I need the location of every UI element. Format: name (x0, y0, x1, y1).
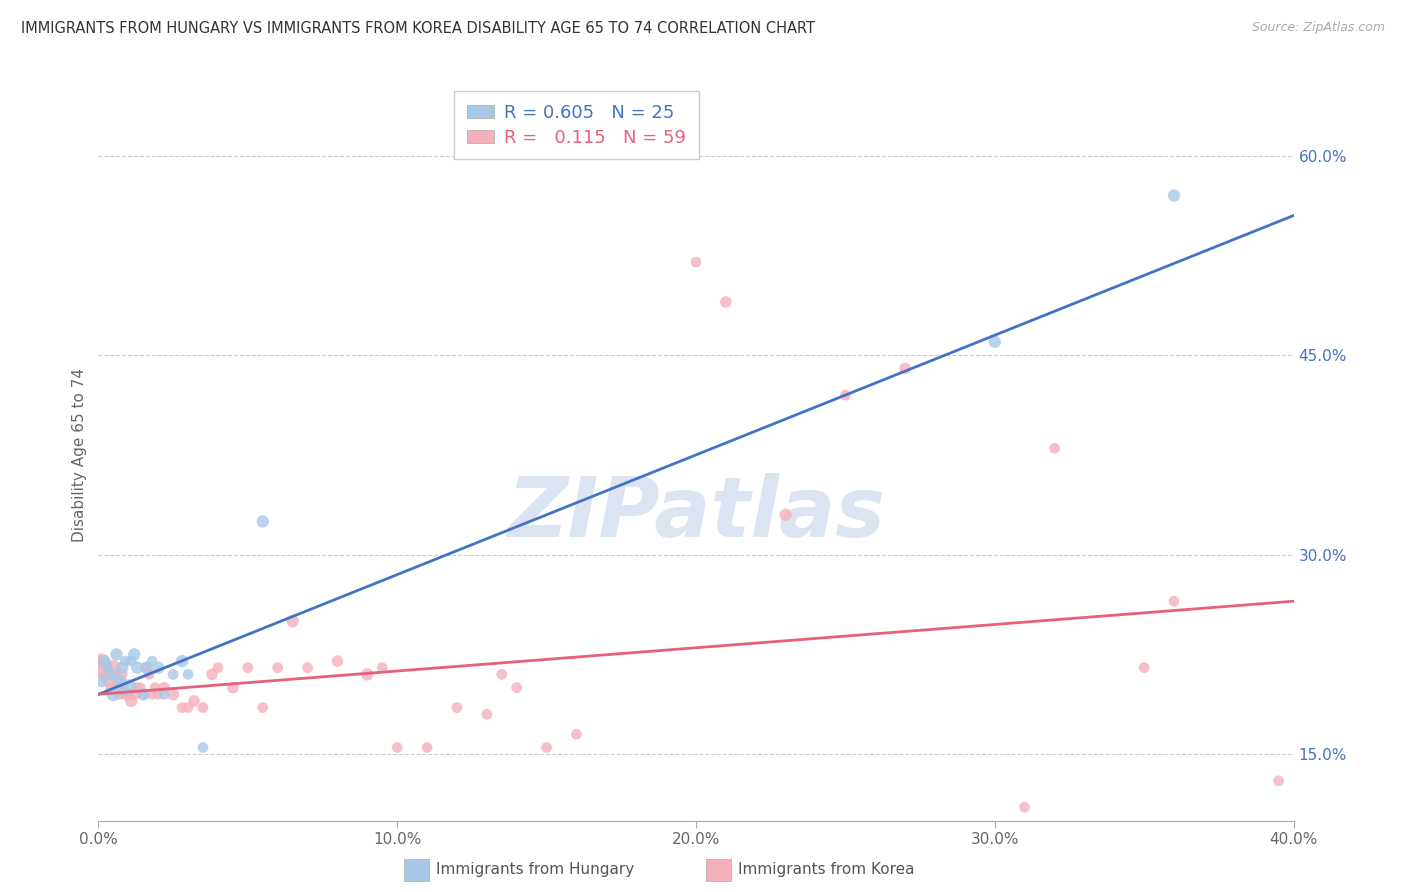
Point (565, 727, 588, 741)
Point (96, 673, 118, 688)
Point (1163, 188, 1185, 202)
Point (162, 687, 184, 701)
Point (120, 694, 142, 708)
Point (108, 673, 131, 688)
Point (93, 654, 115, 668)
Point (252, 515, 274, 529)
Point (148, 661, 170, 675)
Point (252, 700, 274, 714)
Point (162, 667, 184, 681)
Point (1043, 442, 1066, 456)
Point (1163, 594, 1185, 608)
Point (103, 667, 125, 681)
Point (103, 687, 125, 701)
Point (191, 740, 214, 755)
Text: ZIPatlas: ZIPatlas (508, 473, 884, 554)
Point (177, 700, 200, 714)
Text: Immigrants from Hungary: Immigrants from Hungary (436, 863, 634, 877)
Point (132, 687, 155, 701)
Point (108, 673, 131, 688)
Point (1133, 661, 1156, 675)
Point (356, 667, 378, 681)
Point (685, 255, 707, 269)
Text: Source: ZipAtlas.com: Source: ZipAtlas.com (1251, 21, 1385, 34)
Point (120, 654, 142, 668)
Point (207, 661, 229, 675)
Text: IMMIGRANTS FROM HUNGARY VS IMMIGRANTS FROM KOREA DISABILITY AGE 65 TO 74 CORRELA: IMMIGRANTS FROM HUNGARY VS IMMIGRANTS FR… (21, 21, 815, 36)
Point (124, 648, 146, 662)
Point (114, 687, 136, 701)
Point (153, 687, 176, 701)
Point (385, 740, 409, 755)
Point (124, 687, 146, 701)
Point (127, 681, 149, 695)
Point (191, 700, 214, 714)
Point (475, 707, 498, 722)
Point (105, 681, 128, 695)
Point (222, 681, 245, 695)
Point (1014, 800, 1036, 814)
Point (132, 687, 155, 701)
Point (297, 661, 319, 675)
Point (281, 614, 304, 628)
Point (416, 740, 439, 755)
Point (129, 681, 152, 695)
Point (93, 667, 115, 681)
Point (103, 661, 125, 675)
Point (111, 681, 134, 695)
Point (536, 740, 558, 755)
Point (148, 687, 170, 701)
Point (90, 673, 112, 688)
Point (114, 654, 136, 668)
Point (371, 661, 394, 675)
Point (201, 667, 224, 681)
Point (714, 295, 737, 310)
Point (135, 661, 157, 675)
Point (108, 687, 131, 701)
Point (834, 388, 856, 402)
Point (127, 661, 149, 675)
Point (141, 687, 163, 701)
Y-axis label: Disability Age 65 to 74: Disability Age 65 to 74 (72, 368, 87, 542)
Point (177, 667, 200, 681)
Point (96, 661, 118, 675)
Point (326, 654, 349, 668)
Point (894, 361, 917, 376)
Point (1267, 773, 1289, 788)
Point (117, 687, 139, 701)
Point (172, 700, 194, 714)
Point (111, 667, 134, 681)
Point (236, 661, 259, 675)
Point (775, 508, 797, 522)
Point (172, 654, 194, 668)
Point (105, 648, 128, 662)
Point (98, 667, 122, 681)
Point (183, 694, 205, 708)
Point (153, 681, 176, 695)
Point (506, 681, 529, 695)
Point (267, 661, 290, 675)
Point (143, 681, 166, 695)
Point (141, 654, 163, 668)
Text: Immigrants from Korea: Immigrants from Korea (738, 863, 915, 877)
Point (90, 661, 112, 675)
Point (491, 667, 513, 681)
Point (446, 700, 468, 714)
Point (135, 661, 157, 675)
Point (90, 654, 112, 668)
Point (138, 667, 160, 681)
Point (984, 334, 1007, 349)
Point (117, 681, 139, 695)
Point (111, 661, 134, 675)
Legend: R = 0.605   N = 25, R =   0.115   N = 59: R = 0.605 N = 25, R = 0.115 N = 59 (454, 91, 699, 160)
Point (98, 681, 122, 695)
